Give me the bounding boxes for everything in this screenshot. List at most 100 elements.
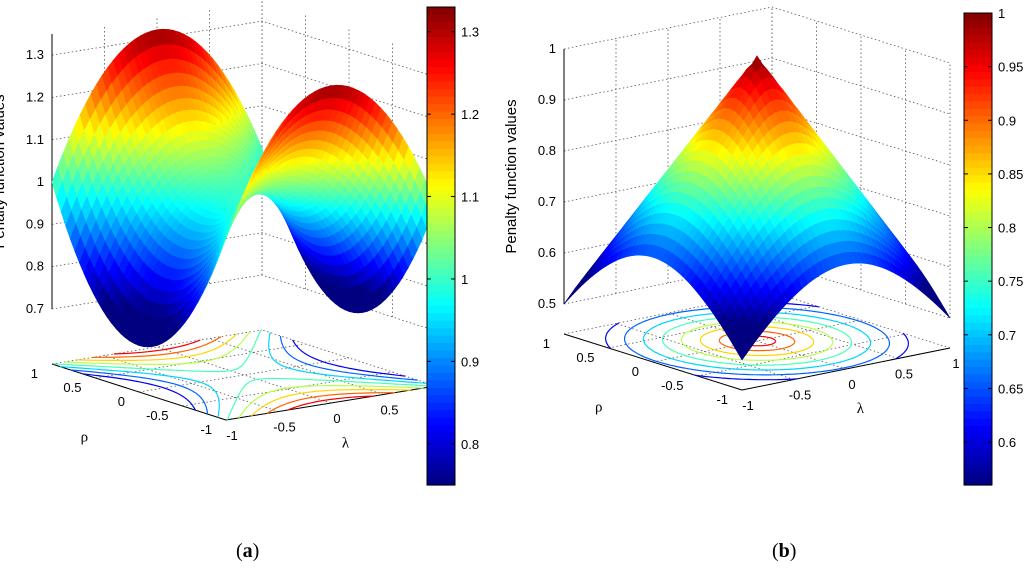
rho-axis xyxy=(51,363,227,421)
panel-a-plot: -1-0.500.51-1-0.500.510.70.80.911.11.21.… xyxy=(0,0,446,451)
colorbar-step xyxy=(427,372,455,382)
y-tick-label: 0 xyxy=(118,394,125,409)
colorbar-step xyxy=(427,380,455,389)
colorbar-step xyxy=(427,186,455,195)
colorbar-step xyxy=(964,138,992,147)
colorbar-tick-label: 1.2 xyxy=(461,107,479,122)
z-tick-label: 0.9 xyxy=(538,92,556,107)
colorbar-step xyxy=(964,411,992,420)
colorbar-step xyxy=(964,337,992,346)
colorbar-step xyxy=(427,201,455,210)
colorbar-step xyxy=(427,417,455,426)
colorbar-step xyxy=(427,111,455,120)
colorbar-step xyxy=(427,283,455,292)
colorbar-step xyxy=(964,330,992,339)
contour-level-7 xyxy=(113,339,375,411)
contour-level-6 xyxy=(93,336,395,414)
colorbar-step xyxy=(427,320,455,329)
colorbar-step xyxy=(964,418,992,427)
z-tick-label: 0.7 xyxy=(26,301,44,316)
colorbar-step xyxy=(964,249,992,257)
colorbar-step xyxy=(964,101,992,110)
colorbar-step xyxy=(427,14,455,23)
colorbar-step xyxy=(427,425,455,434)
y-tick-label: 0.5 xyxy=(576,350,594,365)
colorbar-step xyxy=(427,44,455,53)
colorbar-step xyxy=(427,89,455,98)
colorbar-step xyxy=(964,403,992,412)
y-tick-label: -0.5 xyxy=(146,408,168,423)
colorbar-step xyxy=(964,182,992,191)
x-tick-label: -0.5 xyxy=(789,388,811,403)
colorbar-step xyxy=(427,477,455,486)
z-tick-label: 1.1 xyxy=(26,132,44,147)
rho-axis xyxy=(563,333,743,391)
panel-label-a: (a) xyxy=(236,540,260,562)
panel-label-b: (b) xyxy=(772,540,797,562)
colorbar-step xyxy=(427,216,455,225)
colorbar-step xyxy=(427,447,455,456)
colorbar-step xyxy=(964,212,992,221)
colorbar-step xyxy=(964,433,992,442)
colorbar-step xyxy=(964,470,992,479)
colorbar-step xyxy=(427,253,455,262)
contour-level-1 xyxy=(70,335,418,415)
x-axis-label: λ xyxy=(342,435,350,451)
colorbar-step xyxy=(964,389,992,398)
surface-patch xyxy=(939,303,951,319)
z-tick-label: 1 xyxy=(37,174,44,189)
z-tick-label: 0.9 xyxy=(26,216,44,231)
colorbar-step xyxy=(964,72,992,80)
colorbar-step xyxy=(964,455,992,464)
colorbar-step xyxy=(964,278,992,287)
colorbar-step xyxy=(427,268,455,277)
colorbar-step xyxy=(427,193,455,202)
colorbar-step xyxy=(964,226,992,235)
x-tick-label: -1 xyxy=(226,428,238,443)
colorbar-step xyxy=(427,328,455,337)
y-tick-label: 1 xyxy=(31,366,38,381)
colorbar-step xyxy=(964,271,992,280)
z-tick-label: 0.6 xyxy=(538,245,556,260)
colorbar-step xyxy=(964,300,992,309)
colorbar-step xyxy=(964,352,992,361)
colorbar-step xyxy=(964,396,992,405)
colorbar-step xyxy=(427,365,455,374)
colorbar-step xyxy=(427,231,455,240)
contour-level-2 xyxy=(60,332,428,418)
x-tick-label: -1 xyxy=(742,398,754,413)
y-tick-label: -0.5 xyxy=(661,378,683,393)
colorbar-step xyxy=(964,153,992,162)
colorbar-step xyxy=(964,315,992,324)
z-tick-label: 1 xyxy=(549,41,556,56)
colorbar-step xyxy=(427,171,455,180)
x-tick-label: 1 xyxy=(952,356,959,371)
colorbar-step xyxy=(964,190,992,198)
y-tick-label: 1 xyxy=(543,336,550,351)
colorbar-step xyxy=(964,440,992,449)
colorbar-tick-label: 0.85 xyxy=(998,167,1023,182)
colorbar-step xyxy=(964,197,992,206)
colorbar-step xyxy=(964,359,992,368)
colorbar-step xyxy=(427,335,455,344)
colorbar-step xyxy=(964,256,992,265)
colorbar-step xyxy=(427,119,455,128)
z-tick-label: 0.5 xyxy=(538,296,556,311)
contour-level-0 xyxy=(605,301,909,381)
y-axis-label: ρ xyxy=(595,400,603,416)
x-tick-label: 0.5 xyxy=(380,403,398,418)
colorbar-step xyxy=(964,344,992,353)
colorbar-step xyxy=(964,13,992,21)
colorbar-step xyxy=(964,219,992,228)
colorbar-step xyxy=(964,42,992,51)
colorbar-step xyxy=(964,131,992,139)
colorbar-step xyxy=(427,290,455,299)
y-tick-label: -1 xyxy=(200,422,212,437)
colorbar-tick-label: 0.8 xyxy=(998,221,1016,236)
z-axis-label: Penalty function values xyxy=(0,94,8,248)
colorbar-step xyxy=(427,298,455,307)
colorbar-step xyxy=(427,133,455,143)
y-tick-label: -1 xyxy=(716,392,728,407)
colorbar-step xyxy=(964,86,992,95)
colorbar-step xyxy=(964,94,992,103)
